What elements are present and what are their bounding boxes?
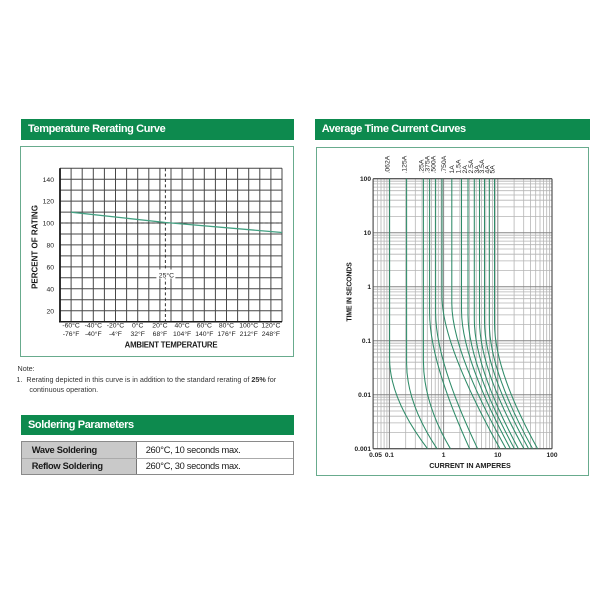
svg-text:2.5A: 2.5A	[468, 159, 475, 173]
svg-text:0.01: 0.01	[358, 392, 371, 399]
svg-text:-4°F: -4°F	[109, 330, 122, 338]
svg-text:TIME IN SECONDS: TIME IN SECONDS	[347, 262, 354, 322]
svg-text:20°C: 20°C	[152, 322, 167, 330]
svg-text:25°C: 25°C	[159, 272, 174, 280]
svg-text:20: 20	[46, 308, 54, 315]
svg-text:10: 10	[494, 452, 502, 459]
svg-text:-76°F: -76°F	[63, 330, 80, 338]
svg-text:248°F: 248°F	[262, 330, 280, 338]
svg-text:0°C: 0°C	[132, 322, 143, 330]
svg-text:100°C: 100°C	[239, 322, 258, 330]
svg-text:-40°C: -40°C	[85, 322, 103, 330]
svg-text:68°F: 68°F	[153, 330, 167, 338]
svg-text:80°C: 80°C	[219, 322, 234, 330]
svg-text:2A: 2A	[462, 165, 469, 174]
svg-text:.062A: .062A	[385, 155, 392, 173]
svg-text:104°F: 104°F	[173, 330, 191, 338]
svg-text:3.5A: 3.5A	[479, 159, 486, 173]
svg-text:.125A: .125A	[402, 155, 409, 173]
svg-text:4A: 4A	[485, 165, 492, 174]
svg-text:CURRENT IN AMPERES: CURRENT IN AMPERES	[429, 461, 511, 470]
svg-text:120: 120	[43, 199, 55, 206]
svg-text:.25A: .25A	[418, 159, 425, 173]
svg-text:1A: 1A	[449, 165, 456, 174]
svg-text:100: 100	[43, 221, 55, 228]
svg-text:.750A: .750A	[441, 155, 448, 173]
svg-text:AMBIENT TEMPERATURE: AMBIENT TEMPERATURE	[125, 341, 218, 350]
svg-text:10: 10	[364, 230, 372, 237]
svg-text:0.1: 0.1	[362, 338, 371, 345]
svg-text:0.05: 0.05	[369, 452, 382, 459]
svg-text:100: 100	[546, 452, 557, 459]
svg-text:140°F: 140°F	[195, 330, 213, 338]
svg-text:PERCENT OF RATING: PERCENT OF RATING	[31, 205, 40, 289]
svg-text:60: 60	[46, 265, 54, 272]
svg-text:.500A: .500A	[431, 155, 438, 173]
svg-text:0.001: 0.001	[354, 446, 371, 453]
svg-text:40: 40	[46, 286, 54, 293]
svg-text:140: 140	[43, 177, 55, 184]
svg-text:176°F: 176°F	[217, 330, 235, 338]
svg-text:40°C: 40°C	[175, 322, 190, 330]
svg-text:1: 1	[442, 452, 446, 459]
svg-text:1.5A: 1.5A	[456, 159, 463, 173]
svg-text:120°C: 120°C	[261, 322, 280, 330]
svg-text:80: 80	[46, 243, 54, 250]
svg-text:0.1: 0.1	[385, 452, 394, 459]
svg-text:-60°C: -60°C	[62, 322, 80, 330]
svg-text:.375A: .375A	[425, 155, 432, 173]
svg-text:-20°C: -20°C	[107, 322, 125, 330]
svg-text:100: 100	[360, 176, 371, 183]
svg-text:5A: 5A	[490, 165, 497, 174]
svg-text:212°F: 212°F	[240, 330, 258, 338]
svg-text:3A: 3A	[474, 165, 481, 174]
svg-text:-40°F: -40°F	[85, 330, 102, 338]
svg-text:60°C: 60°C	[197, 322, 212, 330]
svg-text:32°F: 32°F	[130, 330, 144, 338]
svg-text:1: 1	[367, 284, 371, 291]
